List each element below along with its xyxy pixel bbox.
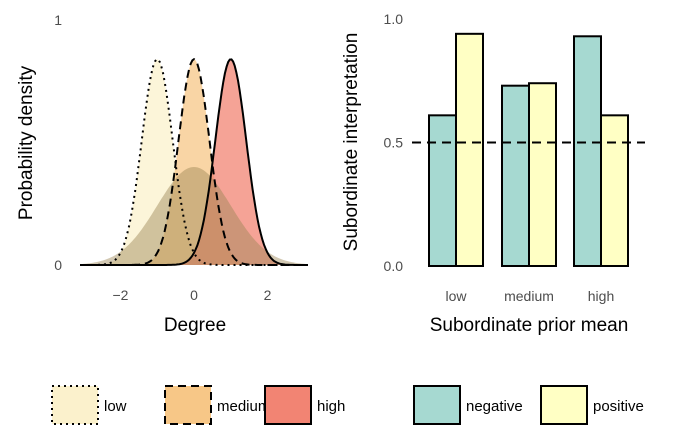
density-x-tick-label: 0 (190, 287, 198, 303)
legend-key-medium (164, 385, 212, 425)
legend-key-low (51, 385, 99, 425)
legend-label-high: high (317, 398, 345, 415)
density-x-ticks: −2 0 2 (112, 287, 271, 303)
bar-high-negative (573, 35, 602, 268)
legend-label-negative: negative (466, 398, 523, 415)
bar-high-positive (600, 114, 629, 267)
density-y-axis-title: Probability density (16, 65, 37, 220)
density-panel: −2 0 2 01 Degree Probability density (16, 12, 308, 336)
density-line-medium (80, 57, 308, 266)
bar-low-positive (455, 32, 484, 267)
density-x-tick-label: −2 (112, 287, 128, 303)
legend-label-low: low (104, 398, 127, 415)
bar-y-tick-label: 0.0 (384, 258, 404, 274)
bar-medium-negative (501, 84, 530, 267)
bar-medium-positive (528, 82, 557, 267)
density-x-axis-title: Degree (164, 315, 226, 336)
bar-x-tick-label: medium (504, 288, 554, 304)
bar-x-axis-title: Subordinate prior mean (430, 315, 629, 336)
density-area-low (80, 59, 308, 266)
density-y-ticks: 01 (54, 12, 62, 273)
density-areas (80, 59, 308, 266)
legend-key-high (264, 385, 312, 425)
density-area-medium (80, 59, 308, 266)
density-area-reference (80, 167, 308, 265)
prior-legend: low medium high (51, 385, 345, 425)
bar-y-tick-label: 0.5 (384, 135, 404, 151)
density-y-tick-label: 0 (54, 257, 62, 273)
bar-x-tick-label: high (588, 288, 614, 304)
bar-y-ticks: 0.0 0.5 1.0 (384, 11, 404, 274)
legend-key-negative (413, 385, 461, 425)
density-x-tick-label: 2 (264, 287, 272, 303)
density-y-tick-label: 1 (54, 12, 62, 28)
density-lines (80, 57, 308, 266)
density-area-high (80, 59, 308, 266)
legend-label-medium: medium (217, 398, 270, 415)
bar-panel: low medium high 0.0 0.5 1.0 Subordinate prio… (341, 11, 645, 336)
bar-x-tick-label: low (445, 288, 467, 304)
legend-key-positive (540, 385, 588, 425)
polarity-legend: negative positive (413, 385, 644, 425)
density-line-high (80, 58, 308, 266)
bar-marks (428, 32, 629, 268)
bar-x-ticks: low medium high (445, 288, 614, 304)
legend-label-positive: positive (593, 398, 644, 415)
bar-y-axis-title: Subordinate interpretation (341, 33, 362, 252)
bar-low-negative (428, 114, 457, 267)
bar-y-tick-label: 1.0 (384, 11, 404, 27)
